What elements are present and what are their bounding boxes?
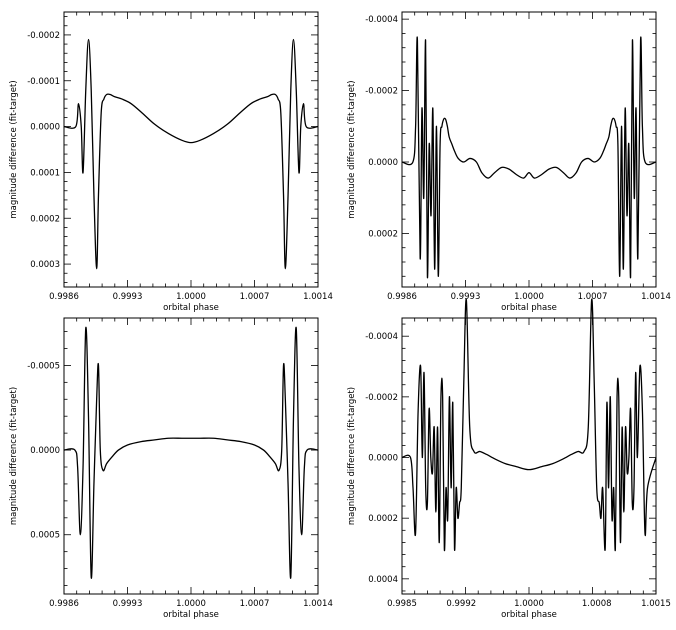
- chart-panel-1: 0.9986 0.9993 1.0000 1.0007 1.0014 -0.0002 -0.…: [9, 11, 333, 313]
- y-tick-label: 0.0000: [368, 454, 398, 464]
- y-tick-label: 0.0001: [30, 168, 60, 178]
- x-tick-label: 0.9985: [387, 599, 417, 609]
- y-tick-label: -0.0002: [365, 87, 398, 97]
- x-axis-label: orbital phase: [501, 303, 557, 313]
- chart-panel-4: 0.9985 0.9992 1.0000 1.0008 1.0015 -0.0004 -0.…: [347, 298, 671, 620]
- y-tick-label: 0.0004: [368, 575, 398, 585]
- x-tick-label: 0.9986: [49, 292, 79, 302]
- x-tick-label: 0.9993: [113, 292, 143, 302]
- x-tick-label: 1.0000: [176, 292, 206, 302]
- x-tick-label: 1.0000: [176, 599, 206, 609]
- series-line-1: [401, 298, 657, 552]
- y-tick-label: -0.0004: [365, 332, 398, 342]
- y-tick-label: 0.0002: [368, 514, 398, 524]
- series-line-1: [401, 36, 657, 279]
- x-tick-label: 1.0000: [514, 292, 544, 302]
- y-tick-label: -0.0002: [365, 393, 398, 403]
- y-axis-label: magnitude difference (fit-target): [347, 387, 357, 525]
- series-line-1: [63, 38, 319, 270]
- x-tick-label: 1.0007: [578, 292, 608, 302]
- y-tick-label: 0.0000: [30, 446, 60, 456]
- chart-panel-3: 0.9986 0.9993 1.0000 1.0007 1.0014 -0.0005 0.0…: [9, 317, 333, 620]
- x-tick-label: 0.9993: [113, 599, 143, 609]
- x-tick-label: 0.9993: [451, 292, 481, 302]
- y-tick-label: 0.0005: [30, 531, 60, 541]
- series-line-1: [63, 326, 319, 579]
- x-tick-label: 1.0007: [240, 292, 270, 302]
- plot-frame: [63, 11, 319, 288]
- y-tick-label: 0.0002: [30, 214, 60, 224]
- y-axis-label: magnitude difference (fit-target): [9, 387, 19, 525]
- x-tick-label: 1.0014: [641, 292, 671, 302]
- x-tick-label: 0.9986: [49, 599, 79, 609]
- y-tick-label: -0.0002: [27, 31, 60, 41]
- y-tick-label: 0.0000: [368, 158, 398, 168]
- x-tick-label: 1.0015: [641, 599, 671, 609]
- y-tick-label: -0.0001: [27, 77, 60, 87]
- y-axis-label: magnitude difference (fit-target): [9, 80, 19, 218]
- y-tick-label: 0.0000: [30, 123, 60, 133]
- y-tick-label: -0.0004: [365, 15, 398, 25]
- x-tick-label: 1.0008: [582, 599, 612, 609]
- x-tick-label: 0.9986: [387, 292, 417, 302]
- x-tick-label: 1.0014: [303, 599, 333, 609]
- chart-panel-2: 0.9986 0.9993 1.0000 1.0007 1.0014 -0.0004 -0.…: [347, 11, 671, 313]
- x-tick-label: 1.0007: [240, 599, 270, 609]
- plot-frame: [63, 317, 319, 595]
- y-tick-label: 0.0002: [368, 229, 398, 239]
- x-tick-label: 1.0014: [303, 292, 333, 302]
- x-axis-label: orbital phase: [163, 610, 219, 620]
- y-axis-label: magnitude difference (fit-target): [347, 80, 357, 218]
- y-tick-label: 0.0003: [30, 260, 60, 270]
- y-tick-label: -0.0005: [27, 361, 60, 371]
- x-axis-label: orbital phase: [501, 610, 557, 620]
- x-tick-label: 0.9992: [446, 599, 476, 609]
- x-tick-label: 1.0000: [514, 599, 544, 609]
- x-axis-label: orbital phase: [163, 303, 219, 313]
